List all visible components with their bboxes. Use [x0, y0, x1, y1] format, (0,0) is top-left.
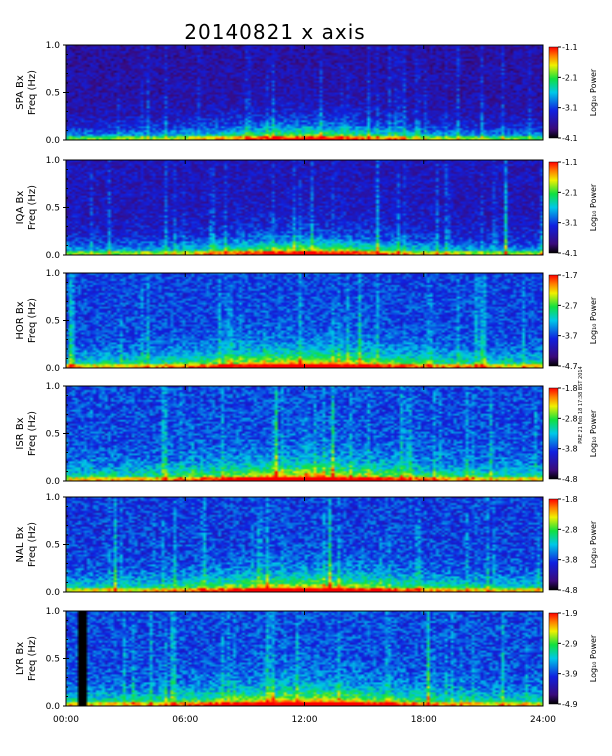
- y-tick-label: 1.0: [46, 156, 61, 166]
- y-tick-label: 0.0: [46, 702, 61, 712]
- colorbar-tick-label: -4.9: [562, 700, 578, 709]
- station-label: NAL Bx: [15, 526, 26, 562]
- colorbar-tick-label: -3.1: [562, 219, 578, 228]
- colorbar-tick-label: -4.8: [562, 586, 578, 595]
- colorbar-tick-label: -3.7: [562, 332, 578, 341]
- panel-iqa-bx: 0.0 0.5 1.0 IQA Bx Freq (Hz) -1.1 -2.1 -3.1 -4.1…: [15, 156, 598, 261]
- spectrogram-image: [66, 611, 543, 706]
- spectrogram-image: [66, 160, 543, 255]
- colorbar-tick-label: -1.7: [562, 271, 578, 280]
- panel-lyr-bx: 0.0 0.5 1.0 LYR Bx Freq (Hz) -1.9 -2.9 -3.9 -4.9…: [15, 607, 598, 712]
- station-label: HOR Bx: [15, 301, 26, 339]
- colorbar-tick-label: -1.8: [562, 495, 578, 504]
- y-tick-label: 0.5: [46, 204, 60, 214]
- colorbar-tick-label: -2.1: [562, 73, 578, 82]
- colorbar-tick-label: -4.1: [562, 249, 578, 258]
- station-label: ISR Bx: [15, 417, 26, 449]
- colorbar: [548, 274, 559, 367]
- x-tick-label: 24:00: [530, 715, 556, 725]
- spectrogram-image: [66, 45, 543, 140]
- y-tick-label: 1.0: [46, 41, 61, 51]
- y-tick-label: 1.0: [46, 382, 61, 392]
- station-label: SPA Bx: [15, 75, 26, 110]
- y-tick-label: 1.0: [46, 269, 61, 279]
- x-tick-label: 12:00: [292, 715, 318, 725]
- panel-spa-bx: 0.0 0.5 1.0 SPA Bx Freq (Hz) -1.1 -2.1 -3.1 -4.1…: [15, 41, 598, 146]
- colorbar-label: Log₁₀ Power: [589, 68, 598, 116]
- chart-title: 20140821 x axis: [184, 20, 365, 44]
- colorbar-tick-label: -2.8: [562, 414, 578, 423]
- colorbar-tick-label: -3.8: [562, 556, 578, 565]
- colorbar-tick-label: -3.1: [562, 104, 578, 113]
- colorbar: [548, 498, 559, 591]
- y-tick-label: 0.0: [46, 588, 61, 598]
- panel-nal-bx: 0.0 0.5 1.0 NAL Bx Freq (Hz) -1.8 -2.8 -3.8 -4.8…: [15, 493, 598, 598]
- y-tick-label: 1.0: [46, 607, 61, 617]
- y-tick-label: 0.0: [46, 477, 61, 487]
- spectrogram-image: [66, 386, 543, 481]
- x-tick-label: 18:00: [411, 715, 437, 725]
- colorbar-label: Log₁₀ Power: [589, 183, 598, 231]
- colorbar-label: Log₁₀ Power: [589, 634, 598, 682]
- y-tick-label: 0.0: [46, 364, 61, 374]
- colorbar-tick-label: -1.8: [562, 384, 578, 393]
- station-label: IQA Bx: [15, 191, 26, 225]
- colorbar-tick-label: -1.1: [562, 158, 578, 167]
- colorbar-label: Log₁₀ Power: [589, 409, 598, 457]
- y-tick-label: 1.0: [46, 493, 61, 503]
- station-label: LYR Bx: [15, 642, 26, 675]
- colorbar-label: Log₁₀ Power: [589, 296, 598, 344]
- x-tick-label: 06:00: [172, 715, 198, 725]
- y-axis-label: Freq (Hz): [27, 298, 38, 343]
- spectrogram-image: [66, 273, 543, 368]
- colorbar-label: Log₁₀ Power: [589, 520, 598, 568]
- y-tick-label: 0.5: [46, 317, 60, 327]
- colorbar-tick-label: -3.8: [562, 445, 578, 454]
- colorbar-tick-label: -4.7: [562, 362, 578, 371]
- colorbar-tick-label: -2.1: [562, 188, 578, 197]
- colorbar: [548, 161, 559, 254]
- y-axis-label: Freq (Hz): [27, 185, 38, 230]
- panel-hor-bx: 0.0 0.5 1.0 HOR Bx Freq (Hz) -1.7 -2.7 -3.7 -4.7…: [15, 269, 598, 374]
- colorbar-tick-label: -2.8: [562, 525, 578, 534]
- colorbar-tick-label: -1.9: [562, 609, 578, 618]
- y-tick-label: 0.5: [46, 541, 60, 551]
- y-tick-label: 0.5: [46, 430, 60, 440]
- y-tick-label: 0.5: [46, 89, 60, 99]
- y-tick-label: 0.0: [46, 136, 61, 146]
- colorbar-tick-label: -1.1: [562, 43, 578, 52]
- x-axis: 00:00 06:00 12:00 18:00 24:00: [53, 715, 556, 725]
- colorbar-tick-label: -2.9: [562, 639, 578, 648]
- y-axis-label: Freq (Hz): [27, 636, 38, 681]
- colorbar-tick-label: -4.1: [562, 134, 578, 143]
- colorbar-tick-label: -4.8: [562, 475, 578, 484]
- panel-isr-bx: 0.0 0.5 1.0 ISR Bx Freq (Hz) -1.8 -2.8 -3.8 -4.8…: [15, 382, 598, 487]
- spectrogram-image: [66, 497, 543, 592]
- colorbar-tick-label: -2.7: [562, 301, 578, 310]
- y-tick-label: 0.5: [46, 655, 60, 665]
- y-axis-label: Freq (Hz): [27, 70, 38, 115]
- y-tick-label: 0.0: [46, 251, 61, 261]
- side-note: PRE 21 Feb 18 17:38 BST 2014: [578, 366, 584, 443]
- y-axis-label: Freq (Hz): [27, 522, 38, 567]
- colorbar: [548, 387, 559, 480]
- colorbar: [548, 612, 559, 705]
- y-axis-label: Freq (Hz): [27, 411, 38, 456]
- x-tick-label: 00:00: [53, 715, 79, 725]
- colorbar: [548, 46, 559, 139]
- colorbar-tick-label: -3.9: [562, 670, 578, 679]
